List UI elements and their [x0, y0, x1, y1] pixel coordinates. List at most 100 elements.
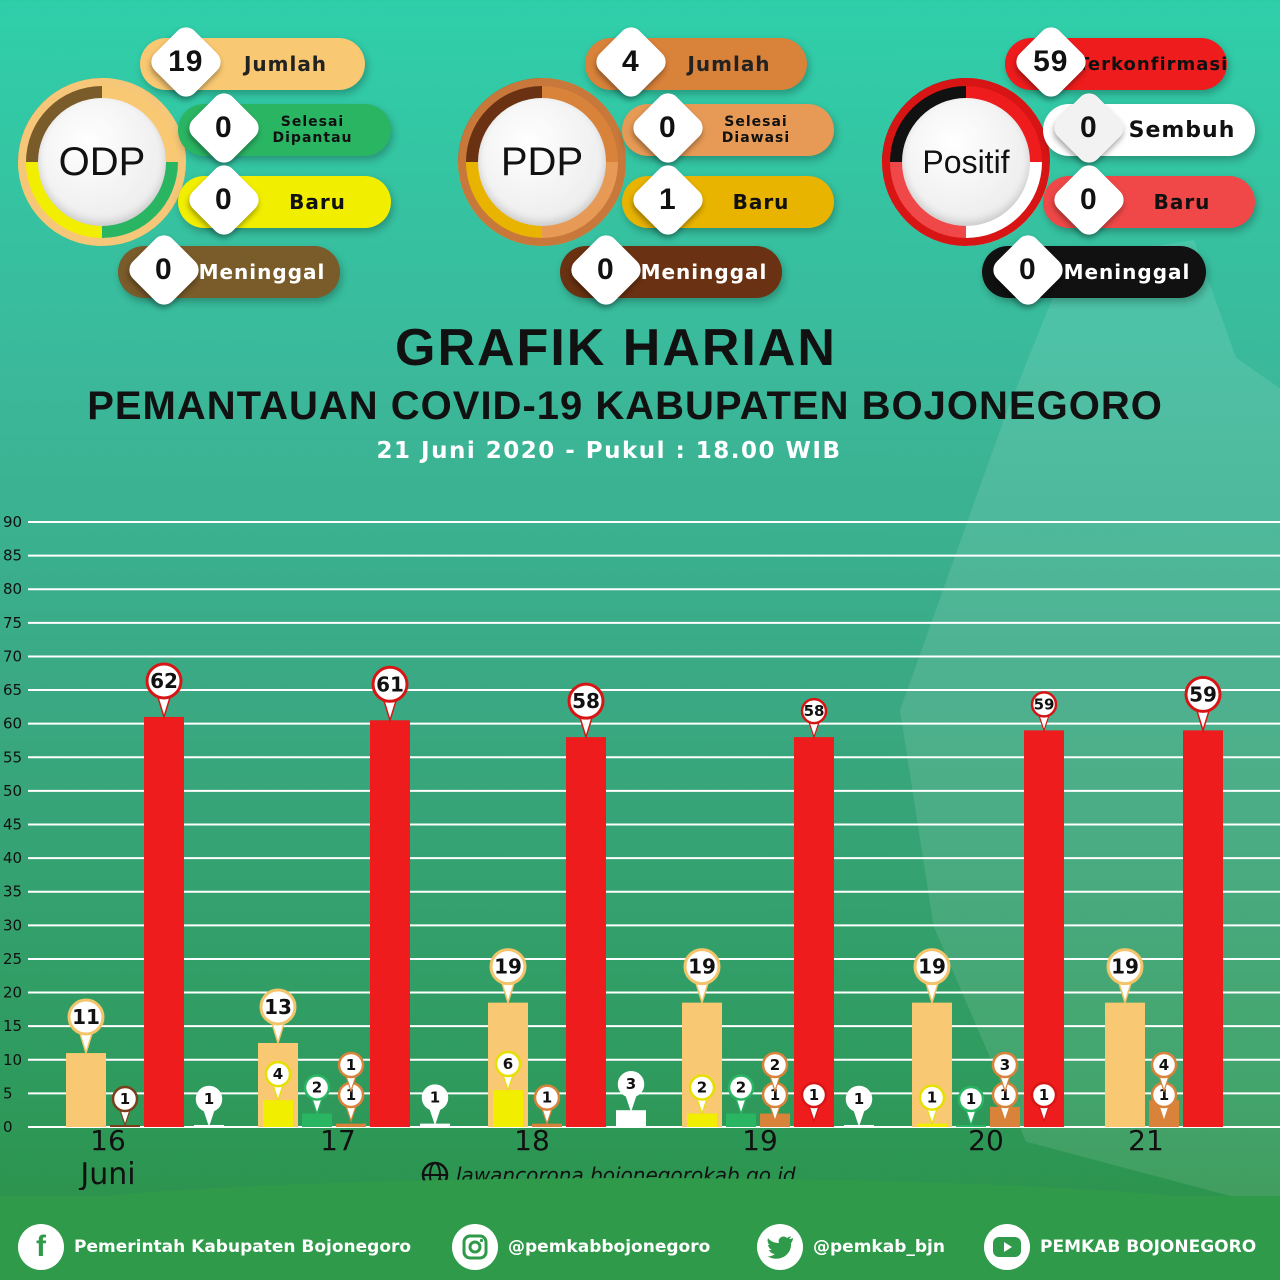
value-pin — [337, 1051, 365, 1079]
data-label: 62 — [150, 669, 178, 693]
odp-baru-value: 0 — [215, 183, 233, 216]
value-pin — [1106, 948, 1144, 986]
value-pin — [111, 1085, 139, 1113]
y-tick-label: 5 — [3, 1084, 13, 1102]
value-pin — [683, 948, 721, 986]
youtube-icon — [984, 1224, 1030, 1270]
data-label: 3 — [626, 1075, 636, 1093]
odp-meninggal-pill: 0 Meninggal — [118, 230, 340, 310]
value-pin — [1150, 1051, 1178, 1079]
value-pin — [567, 682, 605, 720]
y-tick-label: 75 — [3, 614, 22, 632]
bar-positif — [794, 737, 834, 1127]
y-tick-label: 25 — [3, 950, 22, 968]
x-tick-label: 19 — [742, 1124, 778, 1157]
x-month-label: Juni — [78, 1157, 135, 1190]
value-pin — [1030, 1081, 1058, 1109]
youtube-link[interactable]: PEMKAB BOJONEGORO — [984, 1224, 1256, 1270]
odp-title: ODP — [38, 98, 166, 226]
data-label: 19 — [918, 955, 946, 979]
value-pin — [421, 1084, 449, 1111]
data-label: 1 — [346, 1056, 356, 1074]
chart-title: GRAFIK HARIAN — [395, 319, 837, 377]
value-pin — [913, 948, 951, 986]
positif-meninggal-value: 0 — [1019, 253, 1037, 286]
y-tick-label: 45 — [3, 816, 22, 834]
value-pin — [727, 1074, 755, 1101]
instagram-icon — [452, 1224, 498, 1270]
value-pin — [918, 1084, 946, 1111]
odp-meninggal-label: Meninggal — [198, 260, 326, 284]
y-tick-label: 65 — [3, 681, 22, 699]
data-label: 58 — [804, 702, 825, 720]
value-pin — [957, 1085, 985, 1113]
data-label: 4 — [1159, 1056, 1169, 1074]
value-pin — [195, 1085, 223, 1113]
value-pin — [303, 1074, 331, 1101]
y-tick-label: 70 — [3, 647, 22, 665]
positif-title: Positif — [902, 98, 1030, 226]
y-tick-label: 0 — [3, 1118, 13, 1136]
odp-jumlah-value: 19 — [168, 45, 204, 78]
value-pin — [264, 1060, 292, 1088]
value-pin — [800, 1081, 828, 1109]
bar-positif — [144, 716, 184, 1127]
y-tick-label: 30 — [3, 916, 22, 934]
y-tick-label: 20 — [3, 984, 22, 1002]
value-pin — [494, 1050, 522, 1078]
odp-selesai-pill: 0 Selesai Dipantau — [178, 88, 391, 168]
instagram-link[interactable]: @pemkabbojonegoro — [452, 1224, 710, 1270]
twitter-link[interactable]: @pemkab_bjn — [757, 1224, 945, 1270]
bar-odp_baru — [687, 1113, 717, 1127]
positif-terkonfirmasi-label: Terkonfirmasi — [1077, 53, 1229, 75]
value-pin — [371, 665, 409, 703]
chart-subtitle: PEMANTAUAN COVID-19 KABUPATEN BOJONEGORO — [87, 384, 1163, 428]
pdp-meninggal-pill: 0 Meninggal — [560, 230, 782, 310]
bar-odp_jumlah — [66, 1053, 106, 1127]
y-tick-label: 60 — [3, 715, 22, 733]
data-label: 4 — [273, 1065, 283, 1083]
positif-baru-label: Baru — [1153, 190, 1211, 214]
y-tick-label: 85 — [3, 547, 22, 565]
data-label: 1 — [542, 1089, 552, 1107]
odp-jumlah-pill: 19 Jumlah — [140, 22, 365, 102]
y-tick-label: 55 — [3, 748, 22, 766]
bar-odp_selesai — [726, 1113, 756, 1127]
pdp-selesai-label: Selesai Diawasi — [721, 114, 791, 146]
facebook-link[interactable]: f Pemerintah Kabupaten Bojonegoro — [18, 1224, 411, 1270]
y-tick-label: 80 — [3, 580, 22, 598]
positif-meninggal-label: Meninggal — [1063, 260, 1191, 284]
pdp-jumlah-label: Jumlah — [687, 52, 771, 76]
data-label: 6 — [503, 1055, 513, 1073]
value-pin — [1184, 675, 1222, 713]
bar-sembuh — [616, 1110, 646, 1127]
positif-sembuh-pill: 0 Sembuh — [1043, 88, 1255, 168]
data-label: 1 — [1039, 1086, 1049, 1104]
value-pin — [617, 1070, 645, 1098]
data-label: 19 — [494, 955, 522, 979]
pdp-title: PDP — [478, 98, 606, 226]
twitter-icon — [757, 1224, 803, 1270]
value-pin — [489, 948, 527, 986]
pdp-baru-value: 1 — [659, 183, 677, 216]
data-label: 3 — [1000, 1056, 1010, 1074]
x-tick-label: 20 — [968, 1124, 1004, 1157]
y-tick-label: 40 — [3, 849, 22, 867]
value-pin — [845, 1085, 873, 1113]
positif-sembuh-value: 0 — [1080, 111, 1098, 144]
odp-baru-pill: 0 Baru — [178, 160, 391, 240]
value-pin — [688, 1074, 716, 1101]
value-pin — [1030, 691, 1058, 718]
facebook-icon: f — [18, 1224, 64, 1270]
pdp-ring: PDP — [458, 78, 626, 246]
data-label: 2 — [312, 1079, 322, 1097]
odp-selesai-value: 0 — [215, 111, 233, 144]
pdp-jumlah-value: 4 — [622, 45, 640, 78]
positif-sembuh-label: Sembuh — [1128, 117, 1236, 143]
positif-terkonfirmasi-pill: 59 Terkonfirmasi — [1005, 22, 1227, 102]
x-tick-label: 16 — [90, 1124, 126, 1157]
y-tick-label: 50 — [3, 782, 22, 800]
pdp-meninggal-value: 0 — [597, 253, 615, 286]
y-tick-label: 15 — [3, 1017, 22, 1035]
x-tick-label: 17 — [320, 1124, 356, 1157]
